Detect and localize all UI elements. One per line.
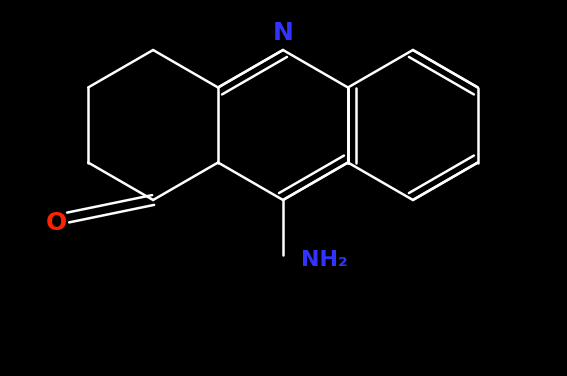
Text: N: N [273, 21, 294, 45]
Text: NH₂: NH₂ [301, 250, 348, 270]
Text: O: O [45, 211, 67, 235]
